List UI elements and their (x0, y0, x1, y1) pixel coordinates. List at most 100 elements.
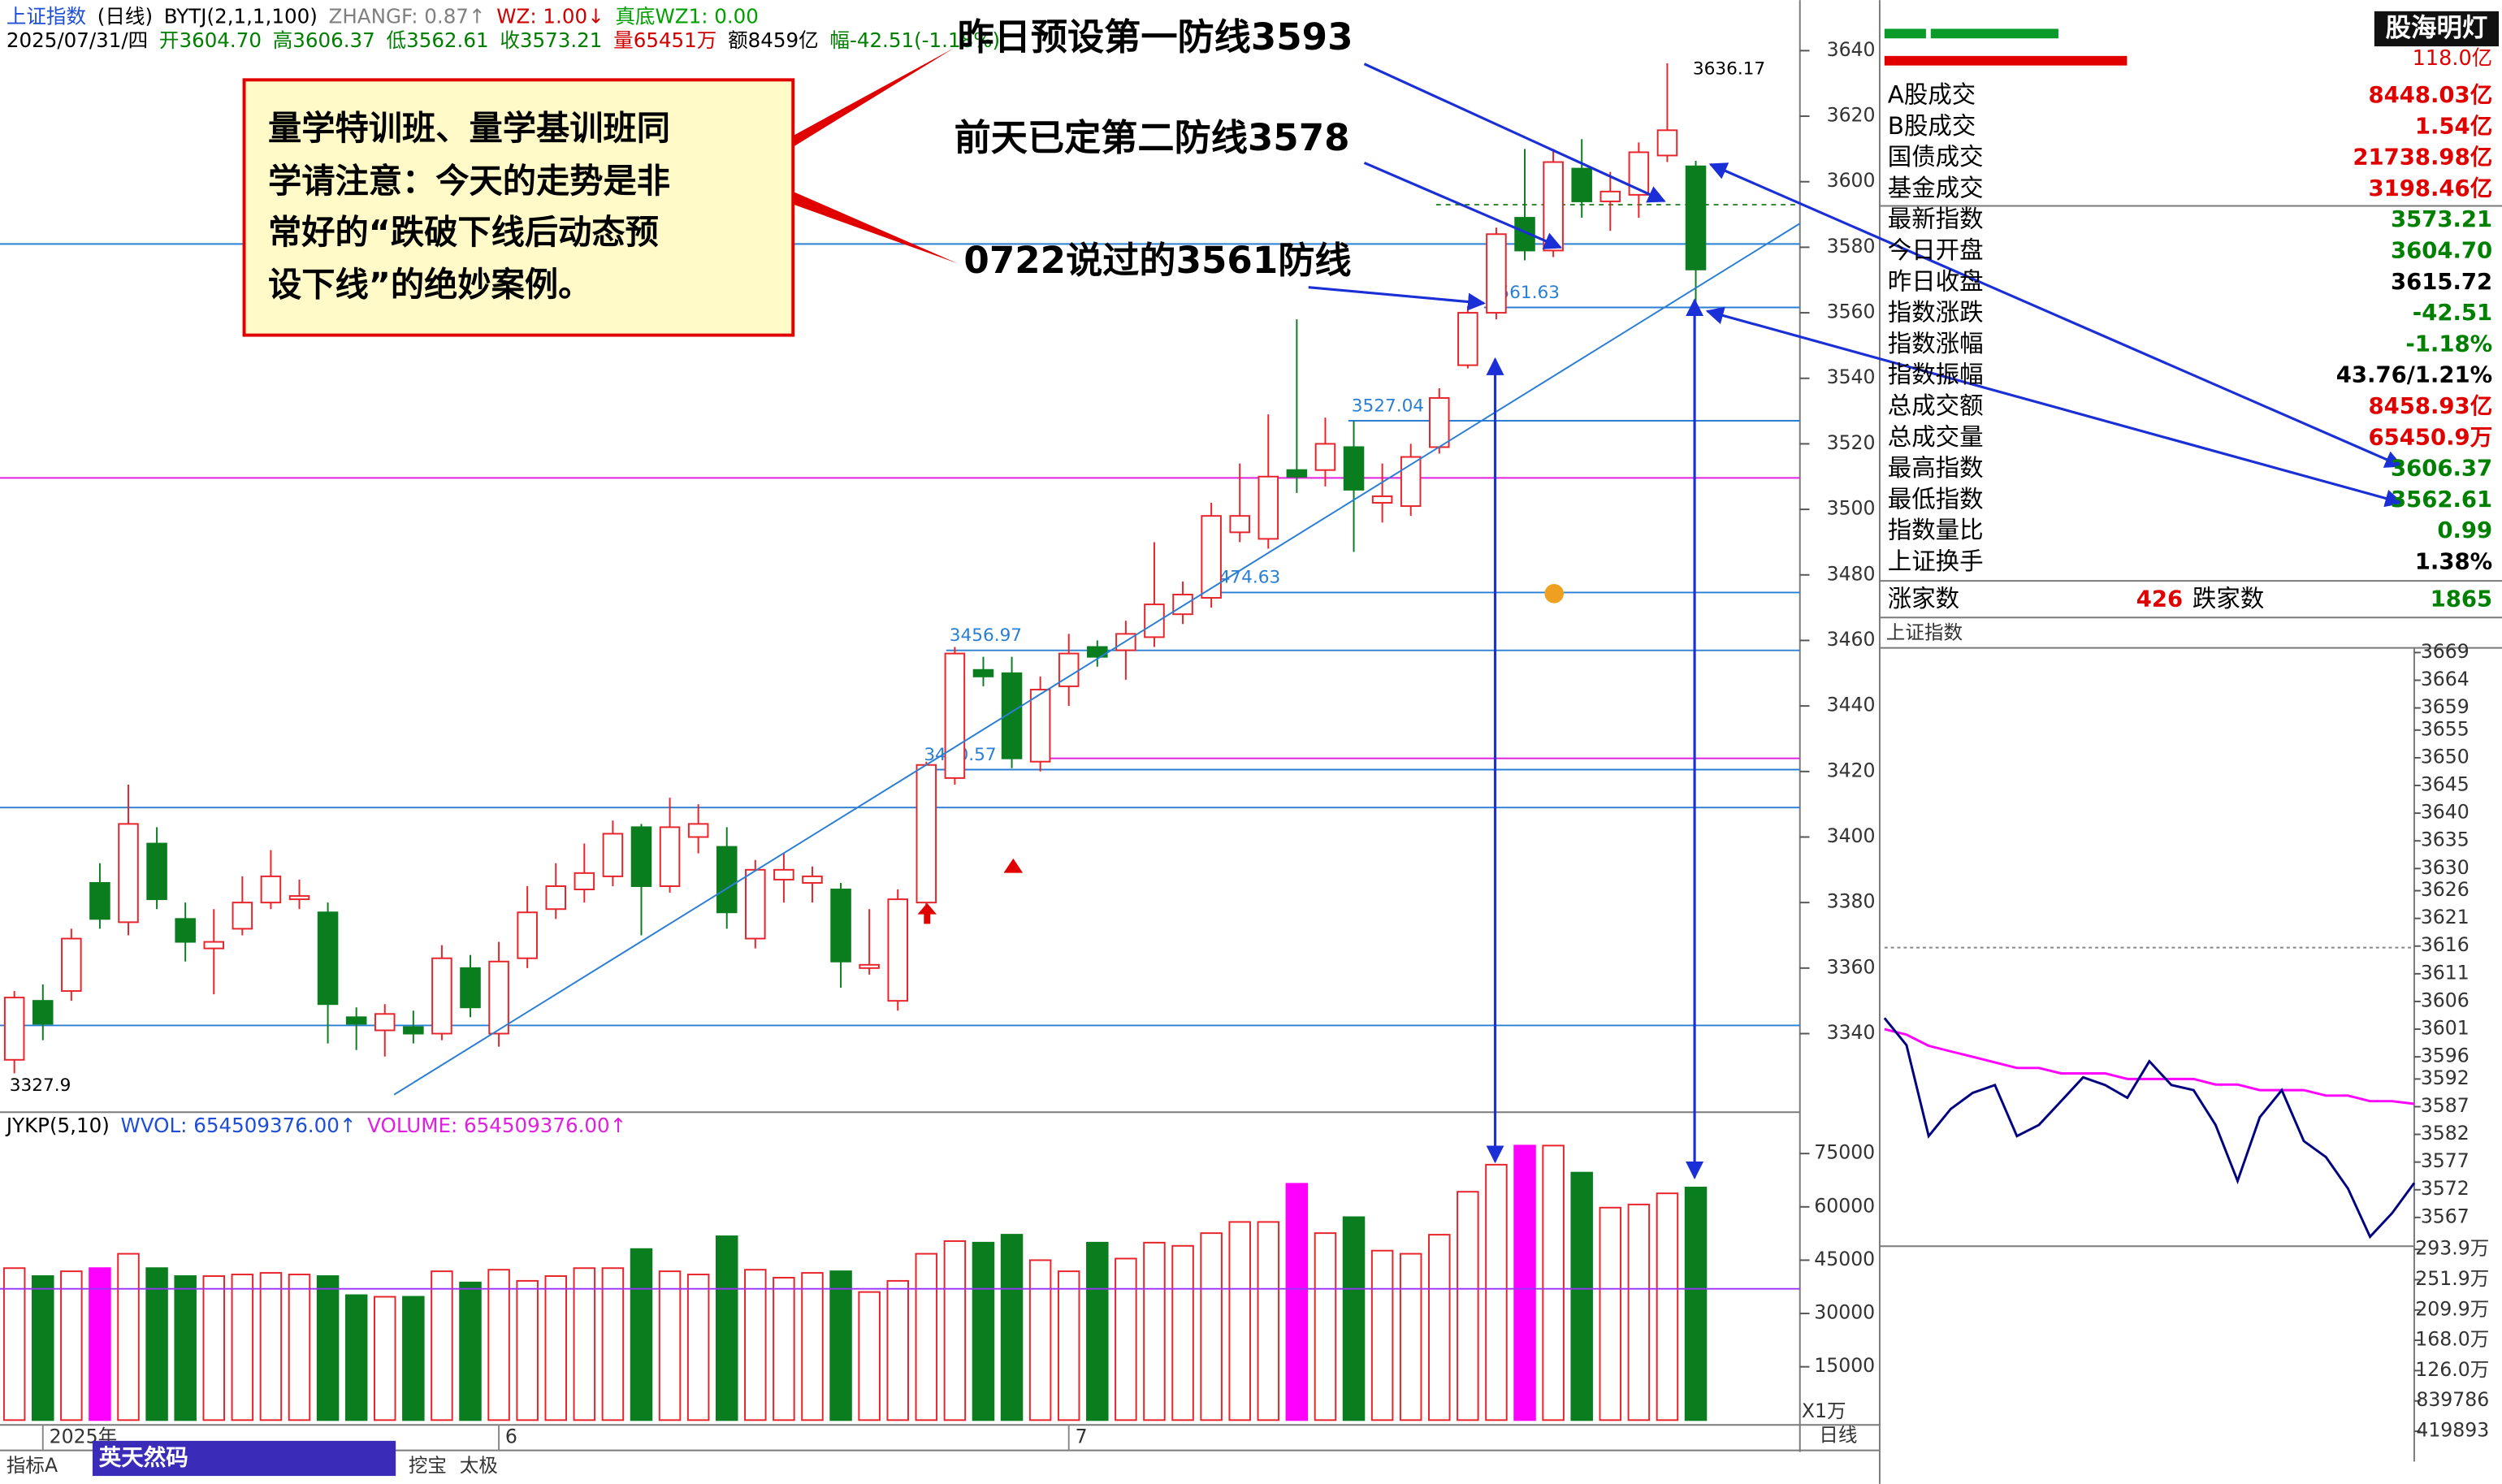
candle-body (1087, 646, 1108, 658)
candle-body (1429, 396, 1450, 448)
y-tick-label: 3650 (2421, 745, 2470, 768)
volume-bar (89, 1267, 111, 1421)
advance: 426 (2136, 586, 2183, 612)
period-tab[interactable]: 日线 (1819, 1423, 1857, 1446)
annotation: 昨日预设第一防线3593 (958, 15, 1353, 58)
callout (793, 191, 958, 264)
volume-bar (744, 1269, 767, 1421)
candle-body (859, 963, 880, 969)
note-text: 常好的“跌破下线后动态预 (268, 213, 659, 252)
y-tick-label: 3400 (1827, 824, 1876, 847)
high-label: 3636.17 (1693, 59, 1765, 80)
volume-bar (886, 1279, 909, 1421)
panel-value: -42.51 (2413, 300, 2492, 326)
volume-bar (516, 1279, 539, 1421)
panel-value: 8448.03亿 (2368, 82, 2492, 108)
y-tick-label: 3601 (2421, 1017, 2470, 1040)
y-tick-label: 3620 (1827, 104, 1876, 127)
tab[interactable]: 太极 (460, 1454, 498, 1477)
x-tick-label: 6 (505, 1425, 517, 1447)
volume-bar (1428, 1234, 1451, 1421)
y2-tick-label: 419893 (2416, 1419, 2489, 1442)
volume-bar (1257, 1221, 1280, 1421)
signal-icon (1003, 858, 1024, 873)
header-item: 上证指数 (6, 5, 86, 28)
y2-tick-label: 251.9万 (2415, 1267, 2489, 1290)
volume-bar (1342, 1216, 1366, 1421)
level-label: 3527.04 (1352, 396, 1424, 416)
advance-label: 涨家数 (1888, 585, 1959, 612)
signal-icon (917, 902, 937, 924)
y-tick-label: 3616 (2421, 933, 2470, 956)
panel-label: 指数涨跌 (1888, 299, 1984, 327)
header-item: 量65451万 (613, 28, 716, 52)
volume-bar (145, 1267, 168, 1421)
candle-body (830, 889, 851, 963)
candle-body (32, 1000, 54, 1025)
panel-label: 昨日收盘 (1888, 267, 1984, 295)
candle-body (1656, 129, 1678, 157)
candle-body (745, 868, 766, 940)
panel-value: 8458.93亿 (2368, 393, 2492, 419)
volume-bar (259, 1272, 283, 1421)
note-box (242, 78, 795, 337)
volume-bar (1599, 1206, 1622, 1421)
panel-value: 3198.46亿 (2368, 175, 2492, 201)
panel-value: 3562.61 (2391, 487, 2492, 513)
header-item: 低3562.61 (387, 28, 489, 52)
candle-body (460, 967, 481, 1009)
panel-label: 今日开盘 (1888, 236, 1984, 264)
tab[interactable]: 指标A (6, 1454, 58, 1477)
candle-body (1514, 217, 1535, 252)
y-tick-label: 3500 (1827, 497, 1876, 520)
y-tick-label: 3630 (2421, 856, 2470, 879)
unit-label: X1万 (1802, 1400, 1846, 1422)
y-tick-label: 3640 (1827, 38, 1876, 61)
y-tick-label: 3572 (2421, 1177, 2470, 1200)
volume-bar (1171, 1244, 1194, 1421)
volume-bar (1457, 1191, 1479, 1421)
volume-bar (459, 1281, 482, 1421)
low-label: 3327.9 (10, 1075, 71, 1096)
volume-bar (943, 1240, 967, 1421)
candle-body (944, 652, 966, 779)
x-tick-label: 7 (1076, 1425, 1088, 1447)
candle-body (374, 1013, 396, 1032)
volume-bar (1570, 1171, 1593, 1421)
y-tick-label: 3655 (2421, 717, 2470, 740)
candle-body (972, 668, 994, 677)
main-chart: 3340 3360 3380 3400 3420 3440 3460 3480 3500 3520… (0, 5, 2489, 1451)
y-tick-label: 3480 (1827, 562, 1876, 585)
y-tick-label: 3420 (1827, 759, 1876, 781)
candle-body (1371, 495, 1393, 504)
y-tick-label: 3440 (1827, 694, 1876, 716)
annotation: 0722说过的3561防线 (963, 239, 1351, 282)
volume-bar (117, 1253, 140, 1421)
y-tick-label: 3596 (2421, 1045, 2470, 1067)
volume-bar (1542, 1144, 1565, 1421)
volume-bar (231, 1274, 254, 1421)
volume-bar (202, 1275, 226, 1421)
panel-value: 21738.98亿 (2353, 145, 2492, 171)
volume-bar (1627, 1203, 1651, 1421)
intraday-line (1883, 1017, 2416, 1240)
candle-body (545, 885, 567, 911)
header-item: WZ: 1.00↓ (496, 5, 604, 28)
y-tick-label: 3659 (2421, 695, 2470, 718)
candle-body (1486, 233, 1507, 314)
candle-body (61, 937, 82, 993)
volume-bar (1513, 1144, 1536, 1421)
signal-icon (1544, 584, 1564, 604)
volume-bar (288, 1274, 311, 1421)
y-tick-label: 60000 (1814, 1194, 1875, 1217)
tab[interactable]: 挖宝 (409, 1454, 447, 1477)
candle-body (118, 823, 139, 924)
volume-bar (344, 1294, 368, 1421)
volume-bar (1000, 1234, 1024, 1421)
y2-tick-label: 293.9万 (2415, 1237, 2489, 1260)
volume-bar (858, 1291, 881, 1421)
y2-tick-label: 839786 (2416, 1388, 2489, 1411)
volume-bar (1485, 1163, 1508, 1421)
y2-tick-label: 209.9万 (2415, 1297, 2489, 1320)
